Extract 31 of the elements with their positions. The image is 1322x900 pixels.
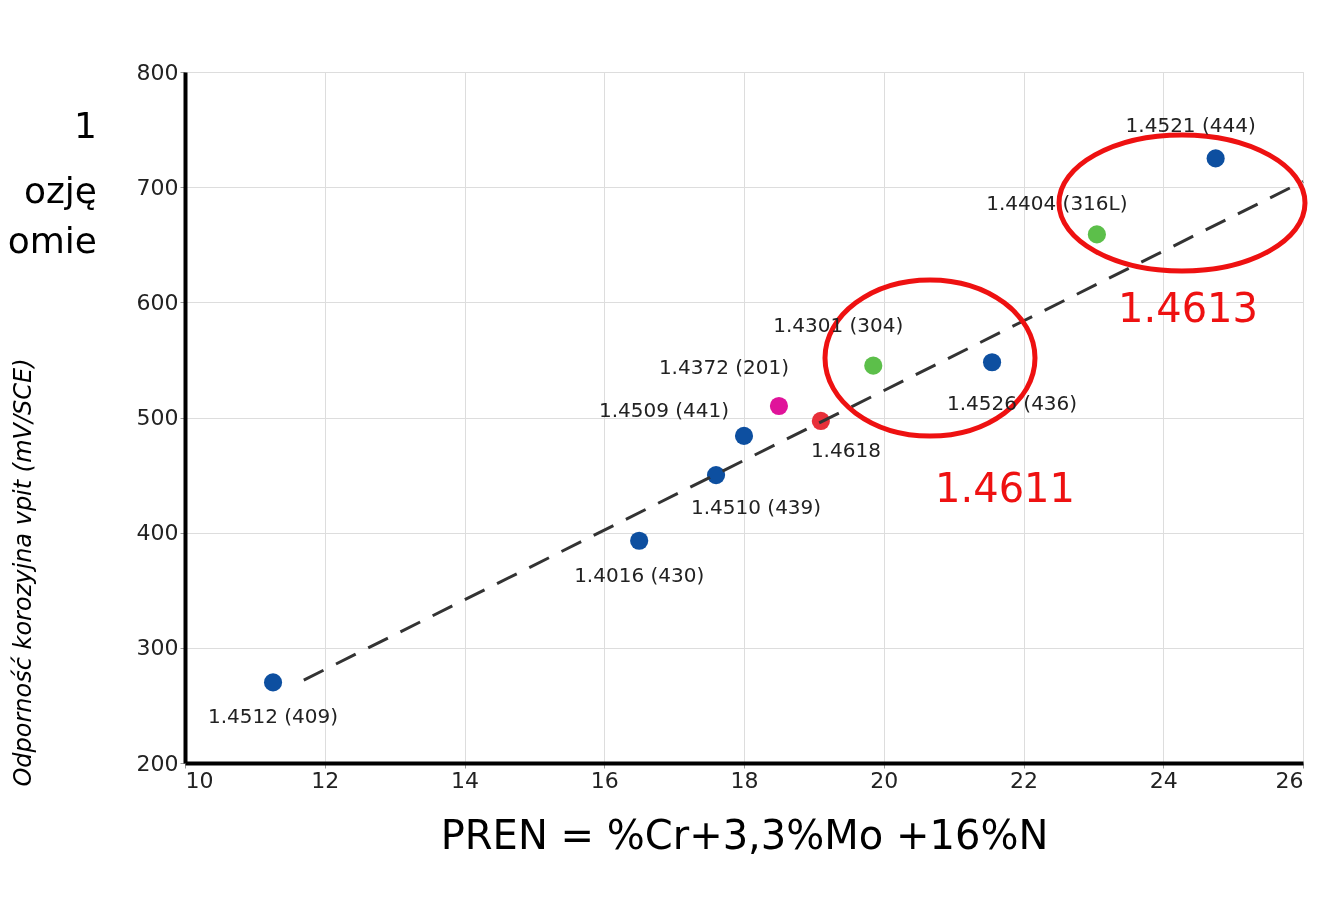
y-tick-label: 600 — [136, 289, 179, 315]
annotation: 1.4509 (441) — [598, 397, 730, 422]
x-tick-label: 12 — [311, 767, 340, 793]
y-axis-title: Odporność korozyjna vpit (mV/SCE) — [8, 358, 37, 787]
annotation: 1.4512 (409) — [207, 704, 339, 729]
y-tick-label: 800 — [136, 59, 179, 85]
annotation: 1.4613 — [1118, 285, 1258, 331]
x-tick-label: 20 — [870, 767, 899, 793]
x-axis-title: PREN = %Cr+3,3%Mo +16%N — [440, 811, 1049, 858]
annotation: 1.4016 (430) — [574, 562, 705, 587]
x-tick-label: 16 — [590, 767, 619, 793]
y-tick-label: 300 — [136, 635, 179, 661]
x-tick-label: 10 — [185, 767, 214, 793]
x-tick-label: 22 — [1010, 767, 1038, 793]
x-tick-label: 14 — [451, 767, 479, 793]
x-tick-label: 26 — [1275, 767, 1304, 793]
x-tick-label: 24 — [1149, 767, 1178, 793]
text: omie — [7, 220, 97, 261]
annotation: 1.4521 (444) — [1125, 113, 1256, 138]
annotation: 1.4510 (439) — [690, 495, 822, 520]
annotation: 1.4611 — [935, 465, 1075, 511]
x-tick-label: 18 — [730, 767, 759, 793]
text: ozję — [23, 170, 97, 211]
annotation: 1.4372 (201) — [658, 354, 789, 379]
annotation: 1.4404 (316L) — [986, 191, 1128, 216]
y-tick-label: 500 — [136, 405, 179, 430]
text: 1 — [74, 105, 97, 146]
y-tick-label: 200 — [136, 750, 179, 776]
annotation: 1.4618 — [810, 437, 881, 462]
y-tick-label: 400 — [136, 520, 179, 546]
y-tick-label: 700 — [136, 174, 179, 200]
